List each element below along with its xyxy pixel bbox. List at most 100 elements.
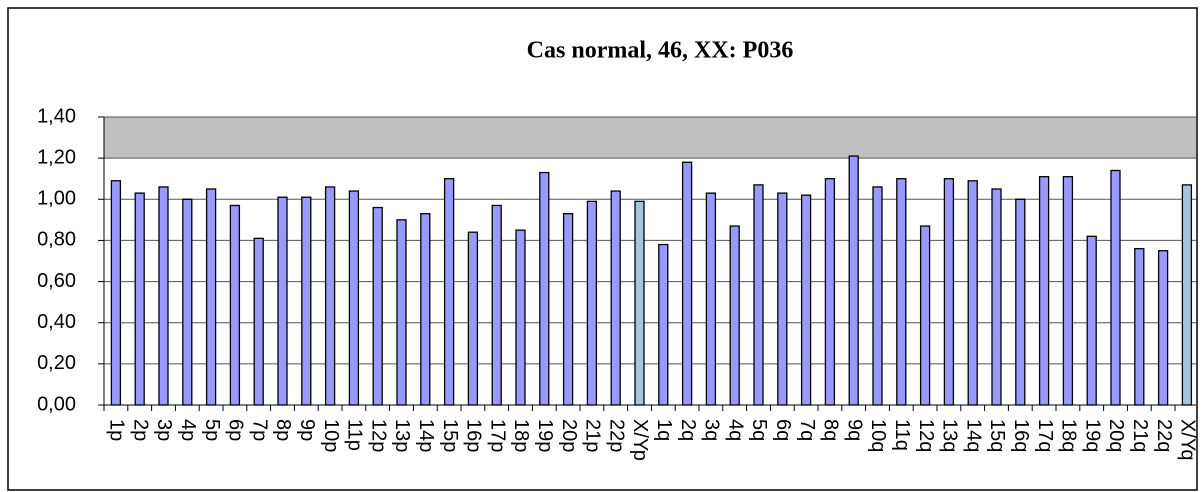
bar bbox=[681, 161, 693, 406]
bar bbox=[800, 194, 812, 406]
bar bbox=[1157, 250, 1169, 406]
bar bbox=[134, 192, 145, 406]
x-tick-label: 20q bbox=[1105, 419, 1127, 452]
bar bbox=[586, 200, 598, 406]
x-tick-label: 18p bbox=[510, 419, 532, 452]
x-tick-label: 4q bbox=[724, 419, 746, 441]
bar bbox=[467, 231, 479, 406]
bar bbox=[824, 178, 836, 406]
x-tick-label: 2p bbox=[129, 419, 151, 441]
x-tick-label: 22p bbox=[605, 419, 627, 452]
bar bbox=[919, 225, 931, 406]
bar bbox=[729, 225, 740, 406]
y-tick-label: 0,60 bbox=[37, 270, 76, 292]
x-tick-label: X/Yp bbox=[629, 419, 651, 461]
bar bbox=[705, 192, 717, 406]
bar bbox=[1086, 235, 1097, 406]
x-tick-label: 7q bbox=[796, 419, 818, 441]
x-tick-label: 12q bbox=[915, 419, 937, 452]
bar bbox=[205, 188, 217, 406]
x-tick-label: 11q bbox=[891, 419, 913, 451]
bar bbox=[753, 184, 764, 406]
bar bbox=[1015, 198, 1026, 406]
y-tick-label: 0,80 bbox=[37, 229, 76, 251]
bar bbox=[1181, 184, 1193, 406]
x-tick-label: 7p bbox=[248, 419, 270, 441]
x-tick-label: 21q bbox=[1129, 419, 1151, 452]
y-tick-label: 0,00 bbox=[37, 393, 76, 415]
bar bbox=[301, 196, 312, 406]
bar bbox=[110, 180, 122, 406]
x-tick-label: 10q bbox=[867, 419, 889, 452]
x-tick-label: 9q bbox=[843, 419, 865, 441]
x-tick-label: 22q bbox=[1153, 419, 1175, 452]
x-tick-label: 20p bbox=[558, 419, 580, 452]
x-tick-label: 3p bbox=[153, 419, 175, 441]
x-tick-label: 8q bbox=[820, 419, 842, 441]
x-tick-label: X/Yq bbox=[1177, 419, 1199, 461]
x-tick-label: 9p bbox=[296, 419, 318, 441]
bar bbox=[539, 171, 550, 406]
bar bbox=[1134, 248, 1145, 406]
x-tick-label: 15p bbox=[439, 419, 461, 452]
x-tick-label: 15q bbox=[986, 419, 1008, 452]
bar bbox=[182, 198, 193, 406]
x-tick-label: 5q bbox=[748, 419, 770, 441]
bar bbox=[277, 196, 288, 406]
bar bbox=[253, 237, 264, 406]
bar bbox=[229, 204, 241, 406]
bar bbox=[1110, 169, 1121, 406]
x-tick-label: 17q bbox=[1034, 419, 1056, 452]
bar bbox=[872, 186, 883, 406]
y-tick-label: 0,20 bbox=[37, 352, 76, 374]
bar bbox=[158, 186, 169, 406]
x-tick-label: 6q bbox=[772, 419, 794, 441]
x-tick-label: 2q bbox=[677, 419, 699, 441]
x-tick-label: 21p bbox=[582, 419, 604, 452]
y-tick-label: 1,20 bbox=[37, 146, 76, 168]
bar bbox=[443, 178, 455, 406]
y-tick-label: 0,40 bbox=[37, 311, 76, 333]
bar bbox=[515, 229, 526, 406]
x-tick-label: 3q bbox=[701, 419, 723, 441]
x-tick-label: 1q bbox=[653, 419, 675, 441]
x-tick-label: 6p bbox=[225, 419, 247, 441]
bar bbox=[967, 180, 978, 406]
bar bbox=[610, 190, 621, 406]
x-tick-label: 14p bbox=[415, 419, 437, 452]
bar bbox=[1038, 176, 1050, 406]
bar bbox=[943, 178, 955, 406]
bar bbox=[777, 192, 788, 406]
x-tick-label: 5p bbox=[201, 419, 223, 441]
plot-band bbox=[104, 117, 1196, 159]
x-tick-label: 19p bbox=[534, 419, 556, 452]
bar bbox=[991, 188, 1002, 406]
bar bbox=[634, 200, 645, 406]
x-tick-label: 17p bbox=[486, 419, 508, 452]
bar bbox=[896, 178, 907, 406]
chart-title: Cas normal, 46, XX: P036 bbox=[527, 38, 794, 64]
x-tick-label: 16q bbox=[1010, 419, 1032, 452]
x-tick-label: 10p bbox=[320, 419, 342, 452]
y-tick-label: 1,00 bbox=[37, 188, 76, 210]
x-tick-label: 1p bbox=[106, 419, 128, 441]
x-tick-label: 4p bbox=[177, 419, 199, 441]
bar bbox=[491, 204, 502, 406]
bar bbox=[324, 186, 336, 406]
x-tick-label: 11p bbox=[344, 419, 366, 451]
bar bbox=[348, 190, 360, 406]
y-tick-label: 1,40 bbox=[37, 105, 76, 127]
bar bbox=[396, 219, 407, 406]
bar bbox=[562, 213, 574, 406]
bar bbox=[658, 243, 669, 406]
x-tick-label: 19q bbox=[1081, 419, 1103, 452]
x-tick-label: 14q bbox=[962, 419, 984, 452]
bar bbox=[372, 206, 383, 406]
x-tick-label: 16p bbox=[463, 419, 485, 452]
x-tick-label: 8p bbox=[272, 419, 294, 441]
bar bbox=[420, 213, 431, 406]
x-tick-label: 12p bbox=[367, 419, 389, 452]
x-tick-label: 13p bbox=[391, 419, 413, 452]
x-tick-label: 13q bbox=[939, 419, 961, 452]
